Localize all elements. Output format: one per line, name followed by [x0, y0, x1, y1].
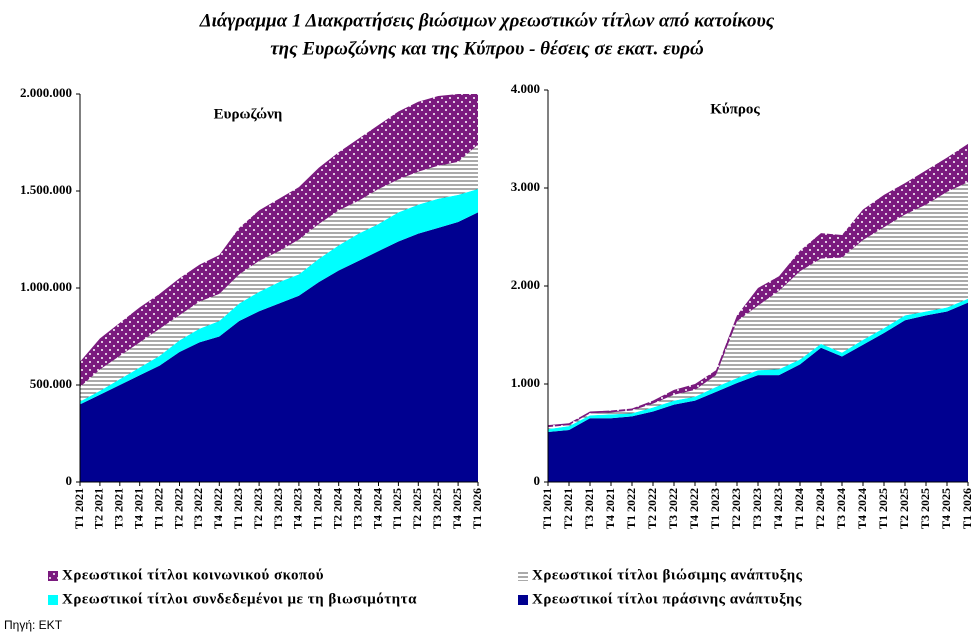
title: της Ευρωζώνης και της Κύπρου - θέσεις σε…: [270, 38, 704, 59]
source: Πηγή: ΕΚΤ: [4, 618, 63, 632]
x-tick-label: Τ3 2022: [191, 488, 205, 529]
x-tick-label: Τ2 2024: [813, 488, 827, 529]
legend-swatch: [48, 595, 58, 605]
x-tick-label: Τ1 2025: [390, 488, 404, 529]
y-tick-label: 1.500.000: [20, 182, 72, 197]
y-tick-label: 2.000.000: [20, 85, 72, 100]
x-tick-label: Τ1 2021: [540, 488, 554, 529]
x-tick-label: Τ1 2023: [708, 488, 722, 529]
x-tick-label: Τ1 2023: [231, 488, 245, 529]
x-tick-label: Τ3 2021: [582, 488, 596, 529]
title: Διάγραμμα 1 Διακρατήσεις βιώσιμων χρεωστ…: [199, 10, 775, 31]
x-tick-label: Τ1 2026: [470, 488, 484, 529]
y-tick-label: 3.000: [511, 179, 540, 194]
area: [80, 189, 478, 405]
x-tick-label: Τ1 2024: [311, 488, 325, 529]
x-tick-label: Τ2 2022: [171, 488, 185, 529]
x-tick-label: Τ1 2024: [792, 488, 806, 529]
x-tick-label: Τ3 2023: [271, 488, 285, 529]
x-tick-label: Τ3 2025: [430, 488, 444, 529]
legend-label: Χρεωστικοί τίτλοι πράσινης ανάπτυξης: [532, 591, 802, 607]
x-tick-label: Τ1 2025: [876, 488, 890, 529]
x-tick-label: Τ4 2021: [603, 488, 617, 529]
y-tick-label: 1.000: [511, 375, 540, 390]
x-tick-label: Τ4 2025: [939, 488, 953, 529]
area: [548, 182, 968, 430]
area: [80, 212, 478, 482]
x-tick-label: Τ4 2022: [687, 488, 701, 529]
x-tick-label: Τ1 2022: [624, 488, 638, 529]
x-tick-label: Τ2 2024: [330, 488, 344, 529]
chart-title: Κύπρος: [710, 101, 760, 117]
y-tick-label: 1.000.000: [20, 279, 72, 294]
y-tick-label: 0: [534, 473, 541, 488]
area: [80, 144, 478, 402]
x-tick-label: Τ3 2021: [112, 488, 126, 529]
x-tick-label: Τ4 2024: [370, 488, 384, 529]
y-tick-label: 4.000: [511, 81, 540, 96]
legend-swatch: [518, 571, 528, 581]
x-tick-label: Τ3 2024: [350, 488, 364, 529]
y-tick-label: 2.000: [511, 277, 540, 292]
x-tick-label: Τ2 2021: [561, 488, 575, 529]
x-tick-label: Τ3 2025: [918, 488, 932, 529]
x-tick-label: Τ4 2024: [855, 488, 869, 529]
x-tick-label: Τ3 2022: [666, 488, 680, 529]
legend-label: Χρεωστικοί τίτλοι συνδεδεμένοι με τη βιω…: [62, 591, 417, 607]
x-tick-label: Τ4 2023: [771, 488, 785, 529]
x-tick-label: Τ4 2022: [211, 488, 225, 529]
area: [548, 298, 968, 433]
area: [548, 143, 968, 428]
legend-label: Χρεωστικοί τίτλοι κοινωνικού σκοπού: [62, 567, 324, 583]
area: [80, 94, 478, 387]
x-tick-label: Τ4 2025: [450, 488, 464, 529]
x-tick-label: Τ1 2026: [960, 488, 974, 529]
legend-swatch: [48, 571, 58, 581]
x-tick-label: Τ1 2022: [151, 488, 165, 529]
y-tick-label: 0: [66, 473, 73, 488]
x-tick-label: Τ3 2024: [834, 488, 848, 529]
x-tick-label: Τ4 2021: [131, 488, 145, 529]
y-tick-label: 500.000: [30, 376, 72, 391]
x-tick-label: Τ2 2025: [897, 488, 911, 529]
legend-label: Χρεωστικοί τίτλοι βιώσιμης ανάπτυξης: [532, 567, 803, 583]
x-tick-label: Τ4 2023: [291, 488, 305, 529]
x-tick-label: Τ2 2025: [410, 488, 424, 529]
chart-title: Ευρωζώνη: [214, 106, 283, 122]
legend-swatch: [518, 595, 528, 605]
x-tick-label: Τ2 2022: [645, 488, 659, 529]
x-tick-label: Τ2 2021: [92, 488, 106, 529]
x-tick-label: Τ3 2023: [750, 488, 764, 529]
x-tick-label: Τ2 2023: [251, 488, 265, 529]
area: [548, 302, 968, 482]
x-tick-label: Τ2 2023: [729, 488, 743, 529]
x-tick-label: Τ1 2021: [72, 488, 86, 529]
